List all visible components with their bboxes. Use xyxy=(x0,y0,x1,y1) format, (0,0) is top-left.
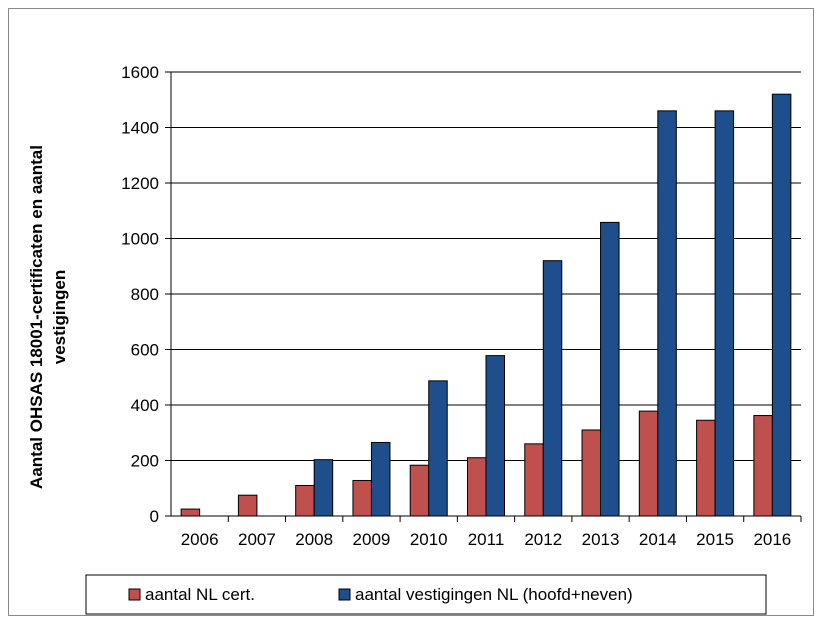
bar-nl-cert-2006 xyxy=(180,508,201,517)
x-tick-label: 2006 xyxy=(181,530,219,549)
gridlines xyxy=(171,71,801,461)
x-tick-label: 2010 xyxy=(410,530,448,549)
bar-nl-cert-2008 xyxy=(295,484,315,517)
bar-nl-cert-2010 xyxy=(409,464,430,517)
y-axis-label: Aantal OHSAS 18001-certificaten en aanta… xyxy=(27,145,69,489)
bar-vestigingen-2015 xyxy=(714,110,735,517)
y-tick-label: 1400 xyxy=(121,119,159,138)
bar-nl-cert-2007 xyxy=(237,494,258,517)
bar-vestigingen-2012 xyxy=(542,260,563,517)
y-tick-label: 1200 xyxy=(121,174,159,193)
bar-vestigingen-2009 xyxy=(370,441,391,517)
x-tick-label: 2013 xyxy=(582,530,620,549)
y-axis-label-line: Aantal OHSAS 18001-certificaten en aanta… xyxy=(27,145,46,489)
x-tick-label: 2009 xyxy=(353,530,391,549)
y-tick-label: 600 xyxy=(131,341,159,360)
y-tick-label: 200 xyxy=(131,452,159,471)
x-tick-label: 2007 xyxy=(238,530,276,549)
x-tick-label: 2016 xyxy=(753,530,791,549)
x-tick-label: 2008 xyxy=(295,530,333,549)
legend-swatch xyxy=(338,588,351,601)
bar-nl-cert-2011 xyxy=(467,457,487,517)
x-tick-label: 2014 xyxy=(639,530,677,549)
chart-frame: 0 200 400 600 800 1000 1200 1400 1600 2006 2007 20… xyxy=(8,8,814,616)
legend-label: aantal NL cert. xyxy=(145,585,255,604)
bar-nl-cert-2014 xyxy=(638,410,659,517)
bar-nl-cert-2016 xyxy=(753,415,773,517)
x-tick-label: 2012 xyxy=(524,530,562,549)
legend-label: aantal vestigingen NL (hoofd+neven) xyxy=(355,585,633,604)
y-tick-label: 0 xyxy=(150,507,159,526)
bar-nl-cert-2009 xyxy=(352,479,372,517)
bar-vestigingen-2013 xyxy=(600,221,620,517)
bar-vestigingen-2010 xyxy=(428,380,448,517)
bars xyxy=(180,93,792,517)
x-tick-labels: 2006 2007 2008 2009 2010 2011 2012 2013 2014 2015… xyxy=(181,530,792,549)
bar-vestigingen-2014 xyxy=(657,110,677,517)
y-tick-label: 800 xyxy=(131,285,159,304)
legend: aantal NL cert. aantal vestigingen NL (ho… xyxy=(85,574,767,615)
x-tick-label: 2011 xyxy=(468,530,505,549)
bar-nl-cert-2015 xyxy=(696,419,716,517)
y-tick-label: 1000 xyxy=(121,230,159,249)
bar-vestigingen-2016 xyxy=(771,93,792,517)
x-tick-label: 2015 xyxy=(696,530,734,549)
y-tick-label: 400 xyxy=(131,396,159,415)
y-tick-label: 1600 xyxy=(121,63,159,82)
y-axis-label-line: vestigingen xyxy=(50,270,69,364)
bar-vestigingen-2011 xyxy=(485,355,505,517)
y-tick-labels: 0 200 400 600 800 1000 1200 1400 1600 xyxy=(121,63,159,526)
legend-box xyxy=(85,574,767,615)
bar-nl-cert-2013 xyxy=(581,429,602,517)
bar-nl-cert-2012 xyxy=(524,443,544,517)
legend-swatch xyxy=(128,588,141,601)
axes xyxy=(165,71,802,522)
bar-vestigingen-2008 xyxy=(313,459,334,517)
